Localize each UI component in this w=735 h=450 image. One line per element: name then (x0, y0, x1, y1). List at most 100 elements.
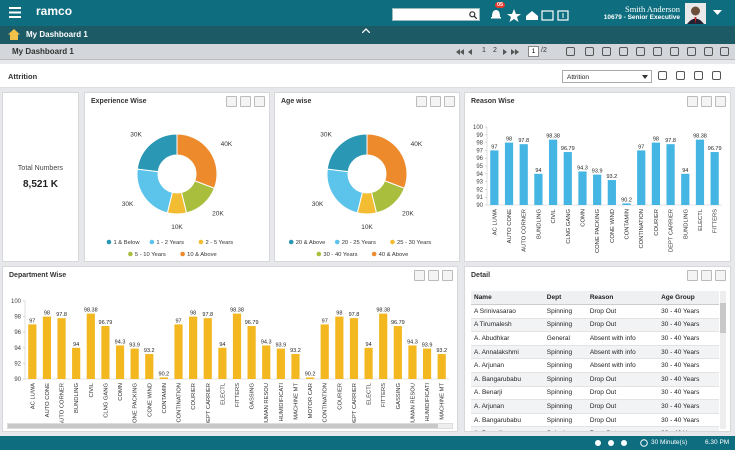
data-label: 94 (366, 342, 372, 348)
pager-first-prev[interactable] (456, 48, 476, 56)
bar (534, 173, 543, 205)
toolbar-icon[interactable] (687, 47, 696, 56)
table-row[interactable]: A. Arjunan Spinning Absent with info 30 - 4… (471, 358, 719, 373)
table-cell: A. Arjunan (471, 399, 544, 414)
table-row[interactable]: A. Abudhkar General Absent with info 30 - 4… (471, 331, 719, 346)
y-tick-label: 99 (476, 133, 483, 139)
panel-tool[interactable] (687, 270, 698, 281)
bar (364, 347, 373, 379)
scrollbar[interactable] (7, 423, 453, 429)
x-tick-label: HUMIDIFICATI (425, 383, 431, 422)
x-tick-label: AUTO CORNER (522, 209, 528, 252)
home-icon[interactable] (8, 29, 20, 40)
x-tick-label: GASSING (250, 383, 256, 410)
table-cell: 30 - 40 Years (658, 413, 719, 428)
slice-label: 20K (212, 211, 224, 218)
filter-select[interactable]: Attrition (562, 70, 652, 83)
filter-icon[interactable] (694, 71, 703, 80)
bar (320, 324, 329, 379)
user-menu-arrow[interactable] (713, 10, 722, 16)
top-bar: ramco 05 Smith Anderson 10679 - Senior E… (0, 0, 735, 26)
x-tick-label: COURIER (654, 209, 660, 236)
panel-tool[interactable] (444, 96, 455, 107)
panel-tool[interactable] (428, 270, 439, 281)
dashboard-title: My Dashboard 1 (12, 47, 74, 56)
table-row[interactable]: A. Bangarubabu Spinning Drop Out 30 - 40 Ye… (471, 413, 719, 428)
panel-tool[interactable] (701, 96, 712, 107)
page-link[interactable]: 2 (493, 47, 497, 54)
search-box[interactable] (392, 8, 480, 21)
data-label: 93.2 (436, 348, 447, 354)
panel-tool[interactable] (240, 96, 251, 107)
y-tick-label: 98 (14, 315, 21, 321)
header-icons[interactable] (490, 6, 574, 22)
table-row[interactable]: A. Bangarubabu Spinning Drop Out 30 - 40 Ye… (471, 372, 719, 387)
table-row[interactable]: A. Annalakshmi Spinning Absent with info 30… (471, 345, 719, 360)
data-label: 96.79 (561, 146, 575, 152)
legend-swatch (390, 239, 395, 245)
toolbar-icon[interactable] (720, 47, 729, 56)
toolbar-icon[interactable] (704, 47, 713, 56)
footer-bar: 30 Minute(s) 6.30 PM (0, 436, 735, 450)
pager-next-last[interactable] (503, 48, 523, 56)
x-tick-label: BUNDLING (683, 209, 689, 239)
table-row[interactable]: A. Arjunan Spinning Drop Out 30 - 40 Years (471, 399, 719, 414)
data-label: 97 (322, 318, 328, 324)
scrollbar[interactable] (720, 291, 726, 429)
data-label: 98.38 (376, 308, 390, 314)
table-cell: Spinning (543, 426, 587, 431)
panel-tool[interactable] (226, 96, 237, 107)
table-row[interactable]: A Tirumalesh Spinning Drop Out 30 - 40 Year… (471, 318, 719, 333)
menu-button[interactable] (9, 7, 21, 18)
panel-tool[interactable] (442, 270, 453, 281)
column-header: Name (471, 291, 544, 305)
scroll-thumb[interactable] (720, 303, 726, 333)
toolbar-icon[interactable] (585, 47, 594, 56)
pie-slice (326, 133, 368, 173)
toolbar-icon[interactable] (619, 47, 628, 56)
panel-tool[interactable] (414, 270, 425, 281)
x-tick-label: CLNG GANG (566, 209, 572, 244)
scroll-thumb[interactable] (8, 424, 438, 428)
table-row[interactable]: A Srinivasarao Spinning Drop Out 30 - 40 Ye… (471, 304, 719, 319)
x-tick-label: MOTOR CAR (308, 383, 314, 418)
slice-label: 30K (320, 131, 332, 138)
toolbar-icon[interactable] (636, 47, 645, 56)
panel-tool[interactable] (430, 96, 441, 107)
slice-label: 10K (171, 224, 183, 231)
data-label: 97 (638, 144, 644, 150)
panel-tool[interactable] (687, 96, 698, 107)
table-cell: Spinning (543, 304, 587, 319)
page-link[interactable]: 1 (482, 47, 486, 54)
bar (42, 316, 52, 379)
avatar[interactable] (685, 3, 706, 24)
legend-swatch (198, 239, 204, 245)
panel-tool[interactable] (254, 96, 265, 107)
page-input[interactable]: 1 (528, 46, 539, 57)
table-cell: 30 - 40 Years (658, 358, 719, 373)
panel-tool[interactable] (715, 96, 726, 107)
bar (578, 171, 587, 205)
page-total: /2 (541, 47, 547, 54)
y-tick-label: 92 (476, 187, 483, 193)
toolbar-icon[interactable] (602, 47, 611, 56)
toolbar-icon[interactable] (653, 47, 662, 56)
panel-tool[interactable] (416, 96, 427, 107)
y-tick-label: 100 (11, 299, 22, 305)
filter-icon[interactable] (712, 71, 721, 80)
panel-tool[interactable] (701, 270, 712, 281)
x-tick-label: FITTERS (713, 209, 719, 233)
filter-icon[interactable] (676, 71, 685, 80)
x-tick-label: CONE PACKING (595, 209, 601, 254)
footer-icons[interactable] (594, 439, 634, 447)
filter-icon[interactable] (658, 71, 667, 80)
detail-table: Name Dept Reason Age Group A Srinivasarao Spi… (471, 291, 719, 431)
pie-slice (326, 168, 364, 214)
panel-tool[interactable] (715, 270, 726, 281)
toolbar-icon[interactable] (566, 47, 575, 56)
collapse-arrow[interactable] (362, 28, 370, 33)
toolbar-icon[interactable] (670, 47, 679, 56)
bar (408, 345, 417, 379)
